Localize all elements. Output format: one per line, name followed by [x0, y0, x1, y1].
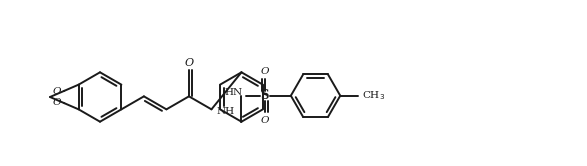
- Text: O: O: [53, 87, 62, 96]
- Text: O: O: [53, 98, 62, 107]
- Text: O: O: [261, 67, 269, 76]
- Text: NH: NH: [217, 107, 235, 116]
- Text: O: O: [261, 116, 269, 125]
- Text: CH$_3$: CH$_3$: [362, 89, 386, 102]
- Text: S: S: [261, 89, 269, 102]
- Text: HN: HN: [224, 88, 242, 97]
- Text: O: O: [184, 58, 194, 68]
